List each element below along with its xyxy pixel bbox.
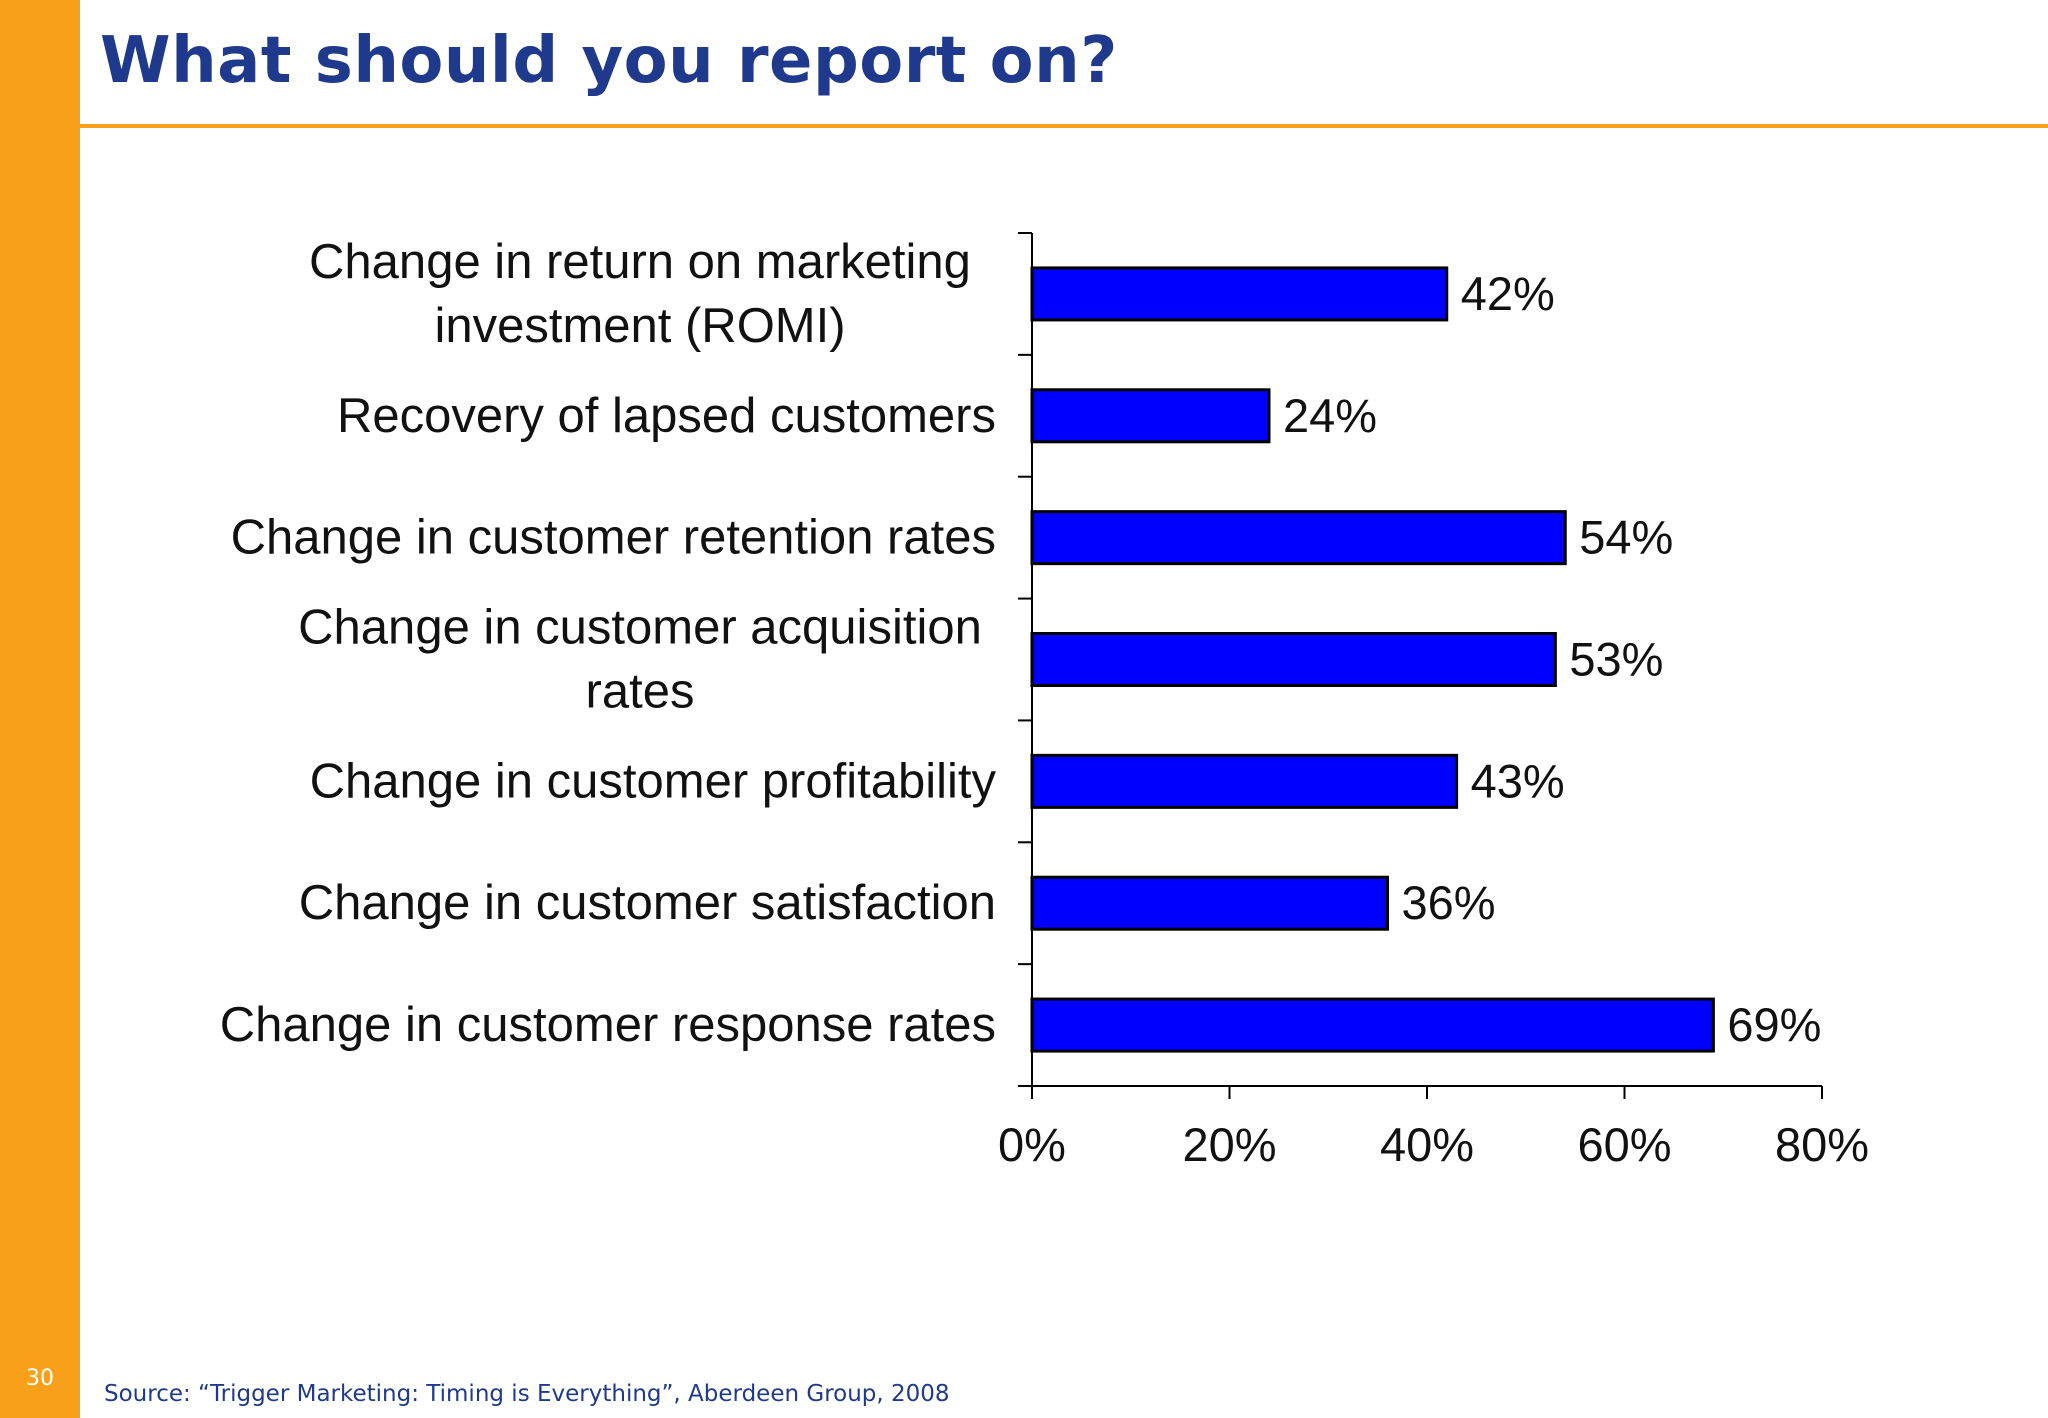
category-label: Change in return on marketing investment … — [309, 235, 971, 353]
bar — [1030, 753, 1459, 809]
source-citation: Source: “Trigger Marketing: Timing is Ev… — [104, 1381, 950, 1407]
category-label: Change in customer satisfaction — [299, 876, 996, 930]
category-label-line: Change in customer acquisition — [298, 601, 982, 655]
bar-value-label: 43% — [1471, 754, 1565, 807]
x-tick-label: 60% — [1577, 1118, 1671, 1171]
bar — [1030, 266, 1449, 322]
page-number: 30 — [26, 1366, 54, 1391]
bar — [1030, 510, 1567, 566]
x-tick-label: 0% — [998, 1118, 1066, 1171]
bar-value-label: 69% — [1727, 998, 1821, 1051]
category-label: Recovery of lapsed customers — [337, 389, 996, 443]
bar — [1030, 632, 1557, 687]
category-label-line: rates — [586, 665, 695, 719]
bar — [1030, 875, 1389, 931]
category-label: Change in customer retention rates — [231, 511, 996, 565]
sidebar-accent — [0, 0, 80, 1418]
category-label-line: Change in return on marketing — [309, 235, 971, 289]
category-label-line: investment (ROMI) — [434, 299, 845, 353]
bar-value-label: 36% — [1402, 876, 1496, 929]
x-tick-label: 20% — [1182, 1118, 1276, 1171]
page-title: What should you report on? — [100, 24, 1118, 98]
bar-value-label: 53% — [1569, 633, 1663, 686]
category-label: Change in customer acquisition rates — [298, 601, 982, 719]
bar-value-label: 24% — [1283, 389, 1377, 442]
category-label: Change in customer response rates — [220, 998, 996, 1052]
x-tick-label: 80% — [1775, 1118, 1869, 1171]
bar — [1030, 997, 1715, 1053]
category-label: Change in customer profitability — [310, 754, 997, 808]
bar-value-label: 42% — [1461, 267, 1555, 320]
bar — [1030, 388, 1271, 444]
x-tick-label: 40% — [1380, 1118, 1474, 1171]
bar-value-label: 54% — [1579, 511, 1673, 564]
title-divider — [80, 124, 2048, 128]
